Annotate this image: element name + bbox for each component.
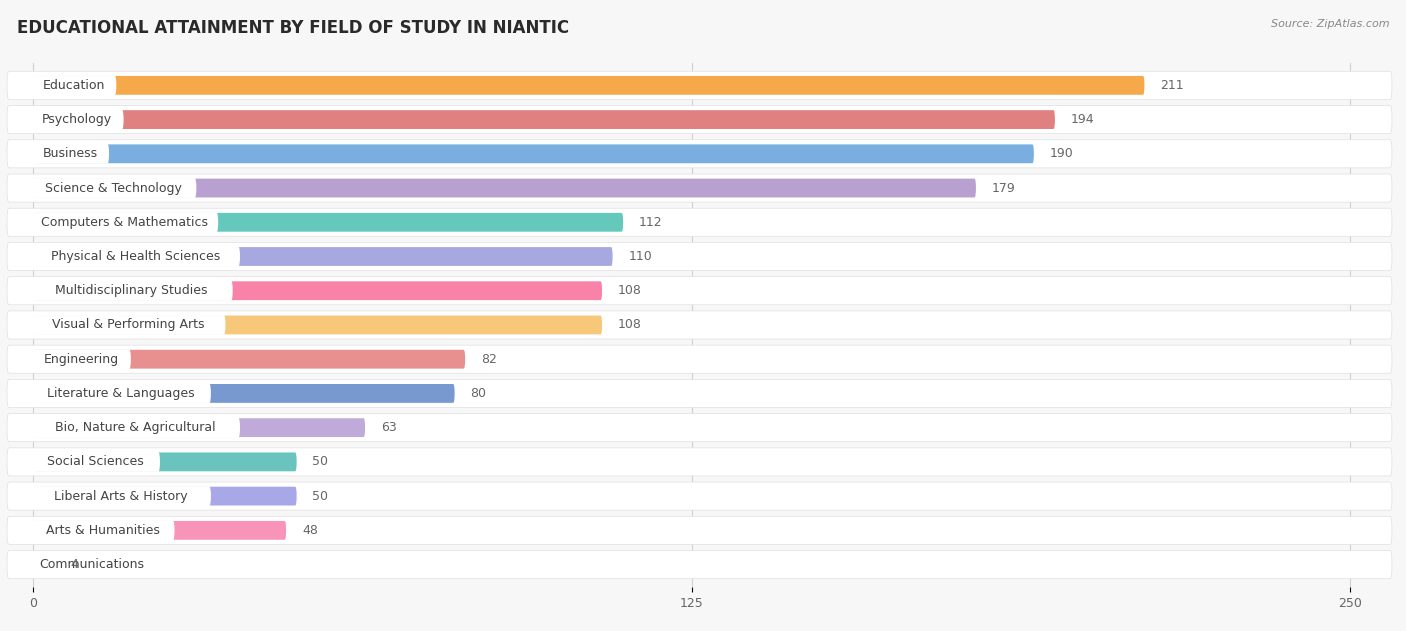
FancyBboxPatch shape: [31, 384, 211, 403]
Text: 48: 48: [302, 524, 318, 537]
FancyBboxPatch shape: [34, 316, 602, 334]
Text: EDUCATIONAL ATTAINMENT BY FIELD OF STUDY IN NIANTIC: EDUCATIONAL ATTAINMENT BY FIELD OF STUDY…: [17, 19, 569, 37]
FancyBboxPatch shape: [31, 521, 174, 540]
Text: 179: 179: [991, 182, 1015, 194]
FancyBboxPatch shape: [31, 315, 225, 335]
FancyBboxPatch shape: [34, 179, 976, 198]
FancyBboxPatch shape: [7, 379, 1392, 408]
FancyBboxPatch shape: [7, 174, 1392, 202]
Text: Multidisciplinary Studies: Multidisciplinary Studies: [55, 284, 208, 297]
FancyBboxPatch shape: [7, 414, 1392, 442]
Text: Physical & Health Sciences: Physical & Health Sciences: [51, 250, 219, 263]
Text: Engineering: Engineering: [44, 353, 118, 366]
FancyBboxPatch shape: [7, 242, 1392, 271]
Text: 211: 211: [1160, 79, 1184, 92]
FancyBboxPatch shape: [31, 418, 240, 437]
FancyBboxPatch shape: [7, 550, 1392, 579]
Text: Social Sciences: Social Sciences: [46, 456, 143, 468]
Text: Communications: Communications: [39, 558, 145, 571]
Text: Visual & Performing Arts: Visual & Performing Arts: [52, 319, 204, 331]
FancyBboxPatch shape: [34, 350, 465, 369]
Text: 108: 108: [617, 284, 641, 297]
Text: Science & Technology: Science & Technology: [45, 182, 181, 194]
FancyBboxPatch shape: [7, 208, 1392, 236]
Text: Arts & Humanities: Arts & Humanities: [46, 524, 159, 537]
FancyBboxPatch shape: [31, 76, 117, 95]
Text: 112: 112: [638, 216, 662, 229]
FancyBboxPatch shape: [31, 247, 240, 266]
FancyBboxPatch shape: [34, 247, 613, 266]
FancyBboxPatch shape: [34, 418, 366, 437]
FancyBboxPatch shape: [34, 281, 602, 300]
FancyBboxPatch shape: [34, 76, 1144, 95]
FancyBboxPatch shape: [7, 482, 1392, 510]
Text: 4: 4: [70, 558, 79, 571]
Text: Education: Education: [42, 79, 104, 92]
FancyBboxPatch shape: [31, 144, 110, 163]
Text: 50: 50: [312, 490, 329, 503]
FancyBboxPatch shape: [31, 281, 233, 300]
Text: Bio, Nature & Agricultural: Bio, Nature & Agricultural: [55, 421, 215, 434]
Text: Computers & Mathematics: Computers & Mathematics: [41, 216, 208, 229]
Text: Liberal Arts & History: Liberal Arts & History: [53, 490, 187, 503]
FancyBboxPatch shape: [34, 521, 285, 540]
Text: Business: Business: [42, 147, 97, 160]
FancyBboxPatch shape: [7, 140, 1392, 168]
FancyBboxPatch shape: [34, 384, 454, 403]
Text: Literature & Languages: Literature & Languages: [46, 387, 194, 400]
FancyBboxPatch shape: [7, 345, 1392, 373]
Text: 63: 63: [381, 421, 396, 434]
FancyBboxPatch shape: [31, 555, 153, 574]
FancyBboxPatch shape: [31, 213, 218, 232]
FancyBboxPatch shape: [7, 516, 1392, 545]
Text: 190: 190: [1050, 147, 1073, 160]
FancyBboxPatch shape: [7, 71, 1392, 100]
FancyBboxPatch shape: [34, 110, 1054, 129]
FancyBboxPatch shape: [31, 452, 160, 472]
Text: 108: 108: [617, 319, 641, 331]
FancyBboxPatch shape: [34, 213, 623, 232]
FancyBboxPatch shape: [34, 555, 55, 574]
FancyBboxPatch shape: [7, 105, 1392, 134]
FancyBboxPatch shape: [7, 277, 1392, 305]
FancyBboxPatch shape: [31, 178, 197, 198]
Text: Source: ZipAtlas.com: Source: ZipAtlas.com: [1271, 19, 1389, 29]
FancyBboxPatch shape: [34, 487, 297, 505]
Text: 110: 110: [628, 250, 652, 263]
Text: 50: 50: [312, 456, 329, 468]
Text: Psychology: Psychology: [42, 113, 112, 126]
FancyBboxPatch shape: [31, 350, 131, 369]
Text: 80: 80: [471, 387, 486, 400]
Text: 194: 194: [1071, 113, 1094, 126]
FancyBboxPatch shape: [34, 144, 1033, 163]
FancyBboxPatch shape: [31, 487, 211, 506]
FancyBboxPatch shape: [7, 311, 1392, 339]
FancyBboxPatch shape: [7, 448, 1392, 476]
FancyBboxPatch shape: [34, 452, 297, 471]
Text: 82: 82: [481, 353, 496, 366]
FancyBboxPatch shape: [31, 110, 124, 129]
